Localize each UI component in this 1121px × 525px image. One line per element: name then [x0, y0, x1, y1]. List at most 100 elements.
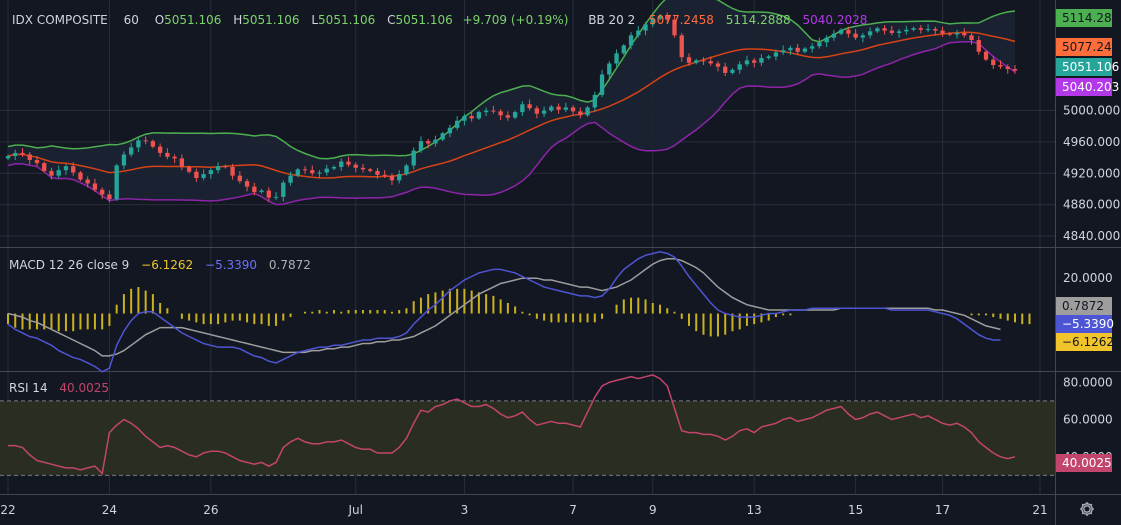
candle-body [607, 63, 612, 75]
candle-body [375, 170, 380, 175]
candle-body [346, 161, 351, 165]
candle-body [860, 35, 866, 38]
y-tick-label: 4920.000 [1063, 166, 1120, 180]
candle-body [701, 60, 706, 62]
macd-hist-bar [441, 290, 444, 314]
price-axis[interactable]: 5000.000 4960.000 4920.000 4880.000 4840.000… [1063, 104, 1120, 464]
open-value: 5051.106 [164, 13, 221, 27]
macd-hist-bar [86, 313, 89, 330]
candle-body [49, 170, 54, 176]
candle-body [969, 35, 974, 40]
svg-text:0.7872: 0.7872 [1062, 299, 1104, 313]
macd-hist-bar [789, 313, 792, 316]
candle-body [925, 29, 931, 31]
macd-hist-bar [325, 311, 328, 314]
candle-body [426, 141, 431, 144]
macd-hist-bar [289, 313, 292, 318]
svg-text:40.0025: 40.0025 [1062, 456, 1112, 470]
macd-signal-value: 0.7872 [269, 258, 311, 272]
macd-pane[interactable] [7, 251, 1031, 373]
macd-line [7, 251, 1001, 373]
macd-hist-bar [43, 313, 46, 330]
macd-hist-bar [405, 308, 408, 314]
candle-body [157, 146, 163, 153]
candle-body [657, 15, 663, 19]
candle-body [896, 31, 902, 33]
macd-hist-bar [601, 313, 604, 319]
rsi-pane[interactable] [0, 374, 1055, 476]
time-axis[interactable]: 22 24 26 Jul 3 7 9 13 15 17 21 [0, 503, 1047, 517]
candle-body [252, 186, 257, 193]
candle-body [831, 33, 837, 38]
macd-hist-bar [564, 313, 567, 323]
macd-hist-bar [304, 311, 307, 314]
macd-hist-bar [687, 313, 690, 326]
macd-label-macd: −5.3390 [1056, 315, 1114, 333]
macd-hist-bar [144, 290, 147, 314]
candle-body [679, 35, 684, 58]
macd-hist-bar [412, 301, 415, 314]
candle-body [1005, 66, 1010, 70]
candle-body [259, 190, 264, 193]
macd-hist-bar [999, 313, 1002, 319]
macd-hist-bar [369, 310, 372, 314]
macd-hist-bar [637, 297, 640, 314]
macd-hist-bar [1028, 313, 1031, 325]
macd-hist-bar [159, 302, 162, 314]
candle-body [186, 167, 192, 172]
candle-body [129, 147, 134, 155]
candle-body [237, 175, 242, 182]
macd-hist-bar [427, 294, 430, 314]
candle-body [947, 33, 952, 35]
candle-body [404, 165, 409, 175]
candle-body [889, 30, 894, 33]
macd-hist-bar [14, 313, 17, 328]
candlestick-series [5, 12, 1018, 203]
macd-hist-bar [231, 313, 234, 321]
candle-body [92, 183, 98, 190]
macd-hist-bar [253, 313, 256, 325]
gear-icon[interactable] [1080, 502, 1094, 516]
candle-body [78, 172, 83, 180]
candle-body [715, 63, 721, 67]
rsi-band-fill [0, 400, 1055, 476]
macd-hist-bar [7, 313, 9, 325]
candle-body [491, 110, 496, 112]
bb-title: BB 20 2 [588, 13, 635, 27]
svg-text:5051.106: 5051.106 [1062, 60, 1119, 74]
candle-body [976, 39, 981, 52]
macd-hist-bar [767, 313, 770, 321]
rsi-line [8, 374, 1016, 476]
macd-hist-bar [50, 313, 53, 330]
macd-hist-bar [64, 313, 67, 332]
macd-hist-bar [992, 313, 995, 318]
candle-body [56, 170, 61, 176]
close-value: 5051.106 [396, 13, 453, 27]
candle-body [368, 169, 373, 171]
candle-body [5, 156, 11, 159]
x-tick-label: 9 [649, 503, 657, 517]
candle-body [324, 168, 329, 173]
price-label-lower: 5040.203 [1056, 78, 1119, 96]
x-tick-label: 13 [747, 503, 762, 517]
candle-body [382, 174, 387, 176]
macd-hist-bar [593, 313, 596, 323]
candle-body [838, 29, 844, 34]
candle-body [773, 52, 779, 57]
candle-body [846, 29, 851, 34]
candle-body [360, 167, 366, 170]
macd-label-signal: 0.7872 [1056, 297, 1112, 315]
bollinger-upper-line [7, 0, 1016, 160]
y-tick-label: 4960.000 [1063, 135, 1120, 149]
candle-body [302, 169, 308, 171]
macd-label-hist: −6.1262 [1056, 333, 1114, 351]
price-pane[interactable] [5, 0, 1018, 206]
candle-body [578, 111, 583, 116]
candle-body [331, 167, 337, 169]
macd-histogram [7, 287, 1031, 337]
macd-hist-bar [753, 313, 756, 325]
macd-hist-bar [376, 310, 379, 314]
candle-body [882, 28, 887, 31]
macd-hist-value: −6.1262 [141, 258, 193, 272]
